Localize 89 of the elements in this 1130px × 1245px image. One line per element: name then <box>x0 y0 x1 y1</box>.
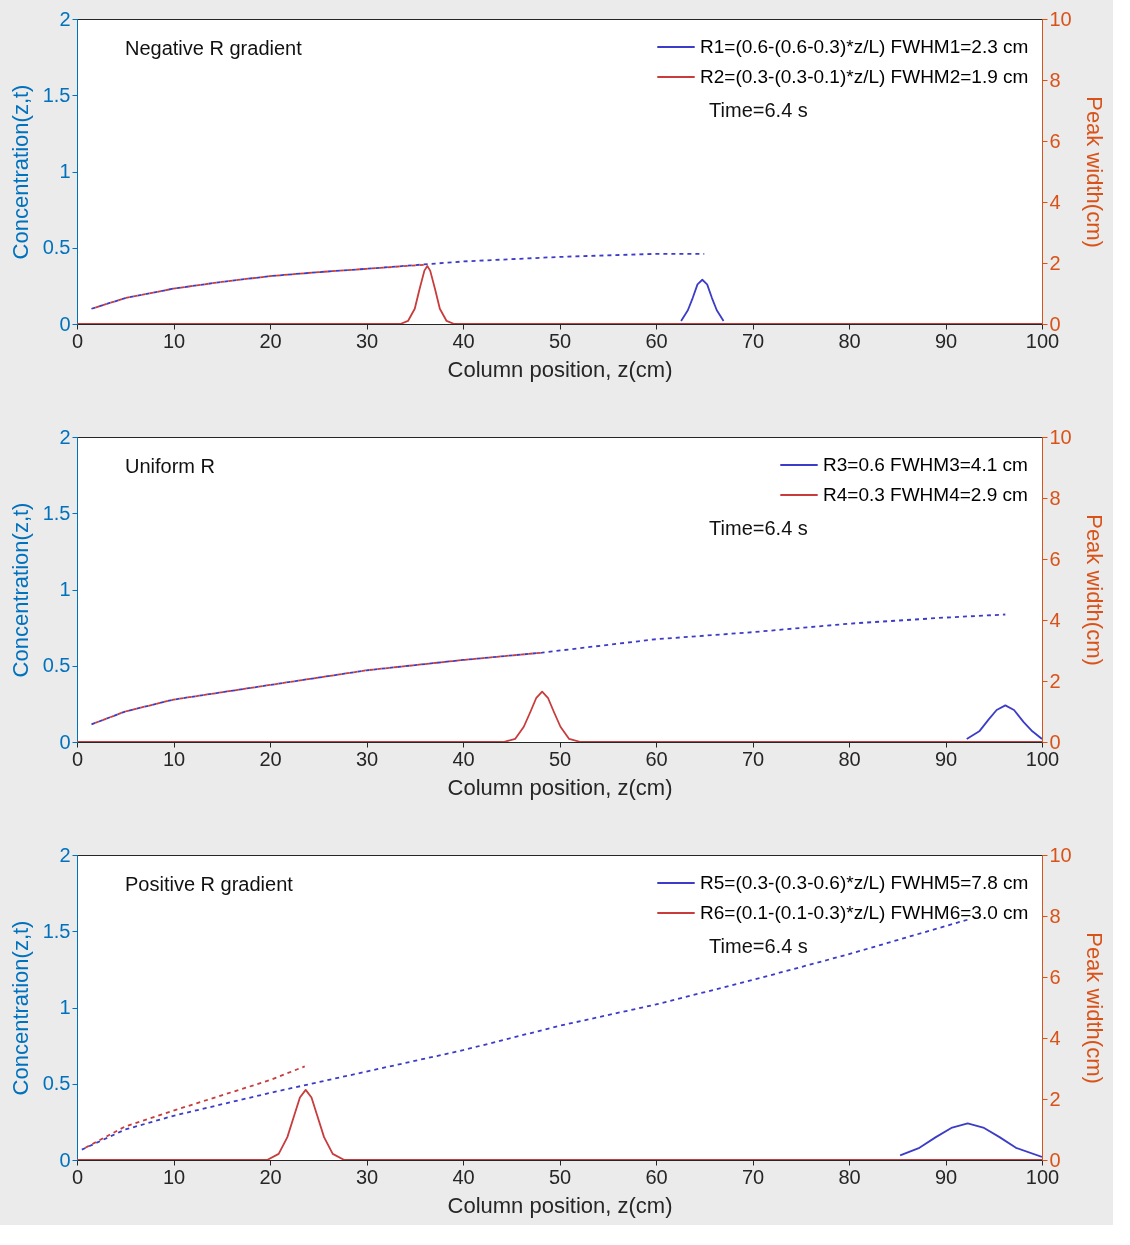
line-series <box>77 1088 1042 1160</box>
x-tick-label: 30 <box>355 329 379 352</box>
y-tick-label: 1.5 <box>42 83 71 106</box>
x-axis-title: Column position, z(cm) <box>447 1192 673 1218</box>
x-tick-label: 80 <box>838 1165 861 1188</box>
y-tick-label: 0 <box>59 730 71 753</box>
y2-tick-label: 6 <box>1049 965 1061 988</box>
y2-axis-title: Peak width(cm) <box>1081 96 1107 248</box>
legend-label: R3=0.6 FWHM3=4.1 cm <box>823 454 1028 475</box>
y2-tick-label: 8 <box>1049 68 1061 91</box>
line-series <box>680 278 725 322</box>
x-tick-label: 40 <box>452 329 475 352</box>
x-tick-label: 50 <box>548 1165 572 1188</box>
y-tick-label: 1 <box>59 996 71 1018</box>
y-tick-label: 2 <box>59 425 71 448</box>
x-tick-label: 90 <box>934 329 958 352</box>
y-axis-title: Concentration(z,t) <box>7 502 33 678</box>
y2-tick-label: 6 <box>1049 129 1061 152</box>
y-tick-label: 0.5 <box>42 236 71 259</box>
x-tick-label: 60 <box>645 747 668 770</box>
y-tick-label: 0.5 <box>42 654 71 677</box>
x-tick-label: 20 <box>259 329 282 352</box>
y-tick-label: 0 <box>59 312 71 335</box>
x-tick-label: 10 <box>162 329 186 352</box>
x-axis-title: Column position, z(cm) <box>447 774 673 800</box>
x-tick-label: 40 <box>452 1165 475 1188</box>
line-series <box>90 613 1007 726</box>
y2-tick-label: 0 <box>1049 730 1061 753</box>
y2-tick-label: 6 <box>1049 547 1061 570</box>
x-tick-label: 60 <box>645 1165 668 1188</box>
x-tick-label: 90 <box>934 747 958 770</box>
y-tick-label: 2 <box>59 843 71 866</box>
legend-label: R4=0.3 FWHM4=2.9 cm <box>823 484 1028 505</box>
x-tick-label: 20 <box>259 1165 282 1188</box>
x-tick-label: 60 <box>645 329 668 352</box>
y2-tick-label: 4 <box>1049 1026 1061 1049</box>
y-axis-title: Concentration(z,t) <box>7 84 33 260</box>
y2-tick-label: 8 <box>1049 486 1061 509</box>
annotation: Time=6.4 s <box>709 935 808 957</box>
y2-tick-label: 2 <box>1049 251 1061 274</box>
x-tick-label: 30 <box>355 747 379 770</box>
y-tick-label: 1.5 <box>42 501 71 524</box>
x-tick-label: 70 <box>741 329 765 352</box>
y2-tick-label: 10 <box>1049 843 1072 866</box>
x-tick-label: 10 <box>162 747 186 770</box>
y2-tick-label: 4 <box>1049 190 1061 213</box>
y-tick-label: 2 <box>59 7 71 30</box>
y2-tick-label: 8 <box>1049 904 1061 927</box>
y-tick-label: 0.5 <box>42 1072 71 1095</box>
x-tick-label: 70 <box>741 1165 765 1188</box>
line-series <box>77 265 1042 324</box>
annotation: Time=6.4 s <box>709 517 808 539</box>
x-tick-label: 50 <box>548 329 572 352</box>
x-tick-label: 70 <box>741 747 765 770</box>
annotation: Time=6.4 s <box>709 99 808 121</box>
y-tick-label: 1 <box>59 578 71 600</box>
x-tick-label: 40 <box>452 747 475 770</box>
y2-axis-title: Peak width(cm) <box>1081 932 1107 1084</box>
x-tick-label: 30 <box>355 1165 379 1188</box>
y-tick-label: 0 <box>59 1148 71 1171</box>
y-axis-title: Concentration(z,t) <box>7 920 33 1096</box>
x-tick-label: 20 <box>259 747 282 770</box>
legend-label: R6=(0.1-(0.1-0.3)*z/L) FWHM6=3.0 cm <box>700 902 1029 923</box>
x-tick-label: 90 <box>934 1165 958 1188</box>
annotation: Negative R gradient <box>125 37 303 59</box>
line-series <box>965 704 1042 740</box>
y-tick-label: 1.5 <box>42 919 71 942</box>
annotation: Uniform R <box>125 455 216 477</box>
y2-tick-label: 0 <box>1049 312 1061 335</box>
y2-tick-label: 2 <box>1049 1087 1061 1110</box>
x-tick-label: 80 <box>838 747 861 770</box>
legend-label: R5=(0.3-(0.3-0.6)*z/L) FWHM5=7.8 cm <box>700 872 1029 893</box>
y2-tick-label: 0 <box>1049 1148 1061 1171</box>
legend-label: R2=(0.3-(0.3-0.1)*z/L) FWHM2=1.9 cm <box>700 66 1029 87</box>
x-tick-label: 80 <box>838 329 861 352</box>
line-series <box>899 1122 1042 1158</box>
x-tick-label: 10 <box>162 1165 186 1188</box>
x-axis-title: Column position, z(cm) <box>447 356 673 382</box>
y2-tick-label: 10 <box>1049 425 1072 448</box>
y2-tick-label: 4 <box>1049 608 1061 631</box>
y-tick-label: 1 <box>59 160 71 182</box>
line-series <box>90 252 706 310</box>
x-tick-label: 50 <box>548 747 572 770</box>
annotation: Positive R gradient <box>125 873 294 895</box>
y2-tick-label: 2 <box>1049 669 1061 692</box>
line-series <box>77 690 1042 742</box>
y2-axis-title: Peak width(cm) <box>1081 514 1107 666</box>
legend-label: R1=(0.6-(0.6-0.3)*z/L) FWHM1=2.3 cm <box>700 36 1029 57</box>
y2-tick-label: 10 <box>1049 7 1072 30</box>
